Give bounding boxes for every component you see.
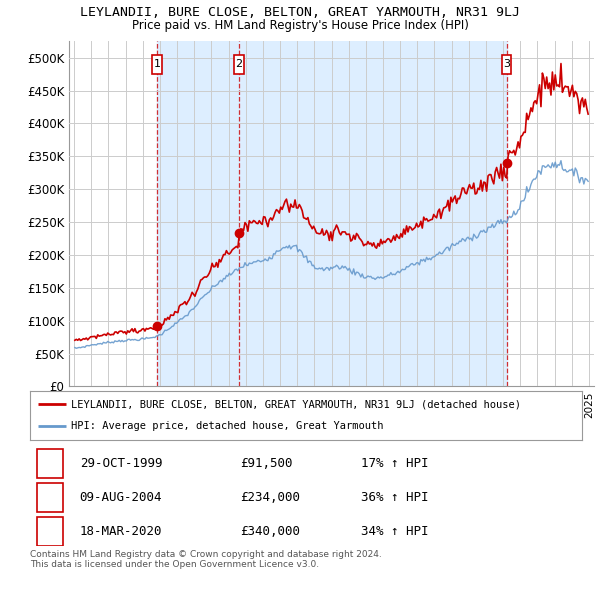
Bar bbox=[502, 55, 511, 74]
Text: 3: 3 bbox=[46, 525, 54, 538]
Text: 09-AUG-2004: 09-AUG-2004 bbox=[80, 491, 162, 504]
Text: 18-MAR-2020: 18-MAR-2020 bbox=[80, 525, 162, 538]
Text: 2: 2 bbox=[46, 491, 54, 504]
Text: £234,000: £234,000 bbox=[240, 491, 300, 504]
Bar bbox=[157, 41, 239, 386]
Bar bbox=[37, 448, 63, 478]
Text: 3: 3 bbox=[503, 60, 510, 69]
Text: £340,000: £340,000 bbox=[240, 525, 300, 538]
Text: LEYLANDII, BURE CLOSE, BELTON, GREAT YARMOUTH, NR31 9LJ (detached house): LEYLANDII, BURE CLOSE, BELTON, GREAT YAR… bbox=[71, 399, 521, 409]
Bar bbox=[37, 517, 63, 546]
Text: Price paid vs. HM Land Registry's House Price Index (HPI): Price paid vs. HM Land Registry's House … bbox=[131, 19, 469, 32]
Text: LEYLANDII, BURE CLOSE, BELTON, GREAT YARMOUTH, NR31 9LJ: LEYLANDII, BURE CLOSE, BELTON, GREAT YAR… bbox=[80, 6, 520, 19]
Text: £91,500: £91,500 bbox=[240, 457, 292, 470]
Text: 17% ↑ HPI: 17% ↑ HPI bbox=[361, 457, 428, 470]
Text: HPI: Average price, detached house, Great Yarmouth: HPI: Average price, detached house, Grea… bbox=[71, 421, 384, 431]
Text: 36% ↑ HPI: 36% ↑ HPI bbox=[361, 491, 428, 504]
Text: Contains HM Land Registry data © Crown copyright and database right 2024.
This d: Contains HM Land Registry data © Crown c… bbox=[30, 550, 382, 569]
Text: 29-OCT-1999: 29-OCT-1999 bbox=[80, 457, 162, 470]
Bar bbox=[152, 55, 162, 74]
Text: 34% ↑ HPI: 34% ↑ HPI bbox=[361, 525, 428, 538]
Text: 1: 1 bbox=[46, 457, 54, 470]
Text: 1: 1 bbox=[154, 60, 161, 69]
Bar bbox=[37, 483, 63, 512]
Bar bbox=[234, 55, 244, 74]
Text: 2: 2 bbox=[235, 60, 242, 69]
Bar bbox=[239, 41, 506, 386]
